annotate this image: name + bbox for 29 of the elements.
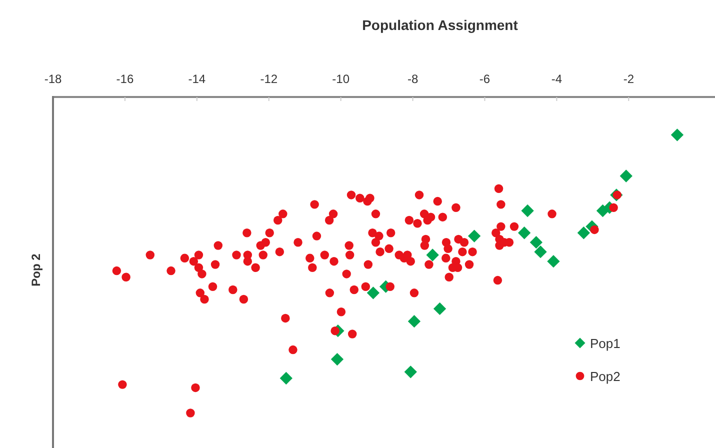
x-tick-label: -16 xyxy=(116,72,134,86)
x-tick-label: -14 xyxy=(188,72,206,86)
point xyxy=(547,254,560,268)
point xyxy=(330,352,344,366)
x-tick-label: -2 xyxy=(623,72,634,86)
point xyxy=(577,226,590,240)
point xyxy=(518,226,531,240)
x-tick-label: -18 xyxy=(44,72,62,86)
point xyxy=(521,204,534,218)
point xyxy=(670,128,684,142)
point xyxy=(366,286,380,300)
point xyxy=(433,302,446,316)
point xyxy=(280,372,292,385)
point xyxy=(408,315,421,328)
point xyxy=(468,230,481,242)
x-axis-title: Population Assignment xyxy=(362,17,518,33)
legend-label: Pop1 xyxy=(590,336,620,351)
point xyxy=(534,246,547,258)
point xyxy=(530,236,543,249)
point xyxy=(620,170,632,182)
point xyxy=(404,366,417,378)
x-tick-label: -10 xyxy=(332,72,350,86)
x-tick-label: -6 xyxy=(479,72,490,86)
point xyxy=(426,248,439,262)
x-tick-label: -4 xyxy=(551,72,562,86)
y-axis-title: Pop 2 xyxy=(29,253,43,286)
x-tick-label: -8 xyxy=(407,72,418,86)
x-tick-label: -12 xyxy=(260,72,278,86)
legend-label: Pop2 xyxy=(590,369,620,384)
